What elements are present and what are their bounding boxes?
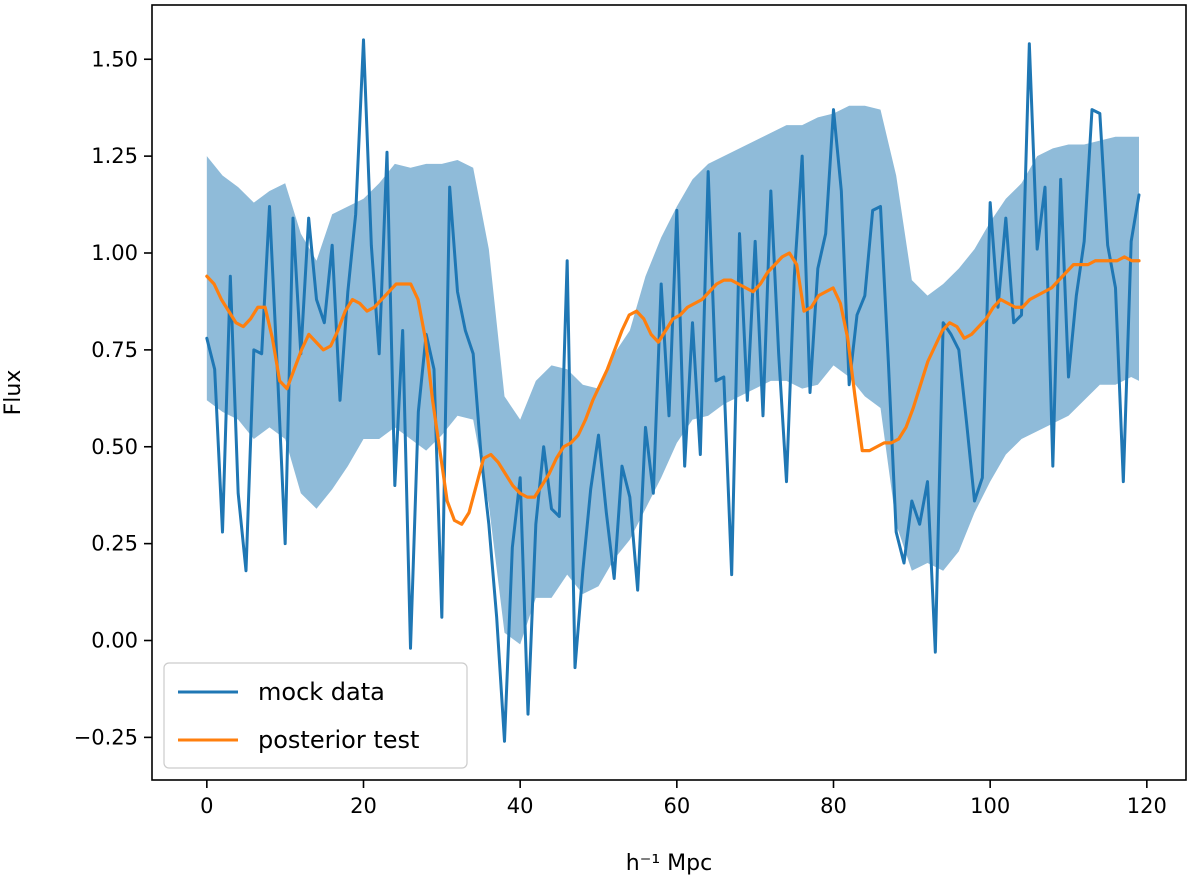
y-tick-label: 1.25: [91, 144, 138, 168]
x-tick-label: 40: [507, 794, 534, 818]
y-tick-label: 0.00: [91, 629, 138, 653]
x-tick-label: 100: [970, 794, 1010, 818]
x-tick-label: 60: [663, 794, 690, 818]
legend: mock data posterior test: [163, 662, 468, 769]
y-tick-label: −0.25: [74, 725, 138, 749]
y-tick-label: 0.75: [91, 338, 138, 362]
y-axis-label: Flux: [1, 370, 26, 416]
x-axis: 0 20 40 60 80 100 120: [200, 780, 1167, 818]
y-tick-label: 0.50: [91, 435, 138, 459]
y-tick-label: 1.50: [91, 47, 138, 71]
y-tick-label: 1.00: [91, 241, 138, 265]
x-tick-label: 0: [200, 794, 213, 818]
series-line-mock-data: [205, 38, 1141, 743]
x-tick-label: 20: [350, 794, 377, 818]
x-axis-label: h⁻¹ Mpc: [626, 851, 712, 876]
series-line-posterior-test: [205, 251, 1141, 526]
legend-label-mock-data: mock data: [258, 678, 385, 706]
x-tick-label: 120: [1127, 794, 1167, 818]
confidence-band: [206, 105, 1139, 645]
plot-area: [205, 38, 1141, 743]
x-tick-label: 80: [820, 794, 847, 818]
plot-frame: [151, 4, 1187, 781]
y-tick-label: 0.25: [91, 532, 138, 556]
legend-box: [163, 662, 468, 769]
y-axis: −0.25 0.00 0.25 0.50 0.75 1.00 1.25 1.50: [74, 47, 152, 749]
legend-label-posterior-test: posterior test: [258, 726, 419, 754]
